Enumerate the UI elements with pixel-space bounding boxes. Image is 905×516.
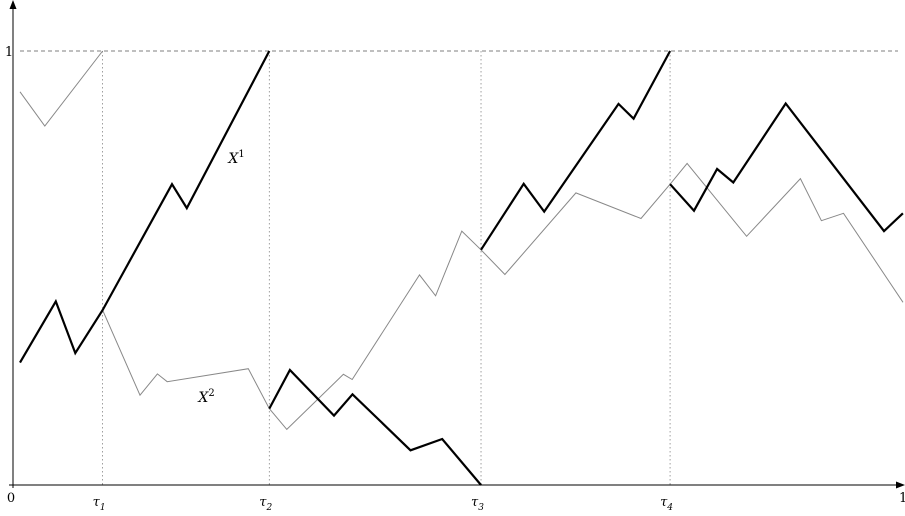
series-2-segment-1 xyxy=(19,50,103,127)
x-axis-arrowhead xyxy=(896,481,905,489)
series-1-segment-1 xyxy=(19,50,271,364)
stopping-time-label-3: τ3 xyxy=(471,495,484,513)
x-tick-label-2: 1 xyxy=(899,491,905,506)
stopping-time-label-1: τ1 xyxy=(93,495,106,513)
axes xyxy=(9,0,905,489)
series-1-segment-4 xyxy=(669,101,904,233)
series-1-label: X1 xyxy=(227,149,244,167)
stopping-time-label-2: τ2 xyxy=(259,495,272,513)
series-layer xyxy=(19,50,904,486)
y-axis-arrowhead xyxy=(9,0,17,9)
x-tick-label-1: 0 xyxy=(7,491,15,506)
series-1-segment-3 xyxy=(480,50,672,251)
stopping-time-label-4: τ4 xyxy=(660,495,673,513)
y-tick-label-1: 1 xyxy=(5,45,13,60)
chart-labels: τ1 τ2 τ3 τ4 0 1 1 X2 X1 xyxy=(5,45,905,513)
series-1-segment-2 xyxy=(268,368,482,486)
series-2-label: X2 xyxy=(197,388,214,406)
series-2-segment-2 xyxy=(102,162,904,431)
guide-lines xyxy=(20,50,898,485)
